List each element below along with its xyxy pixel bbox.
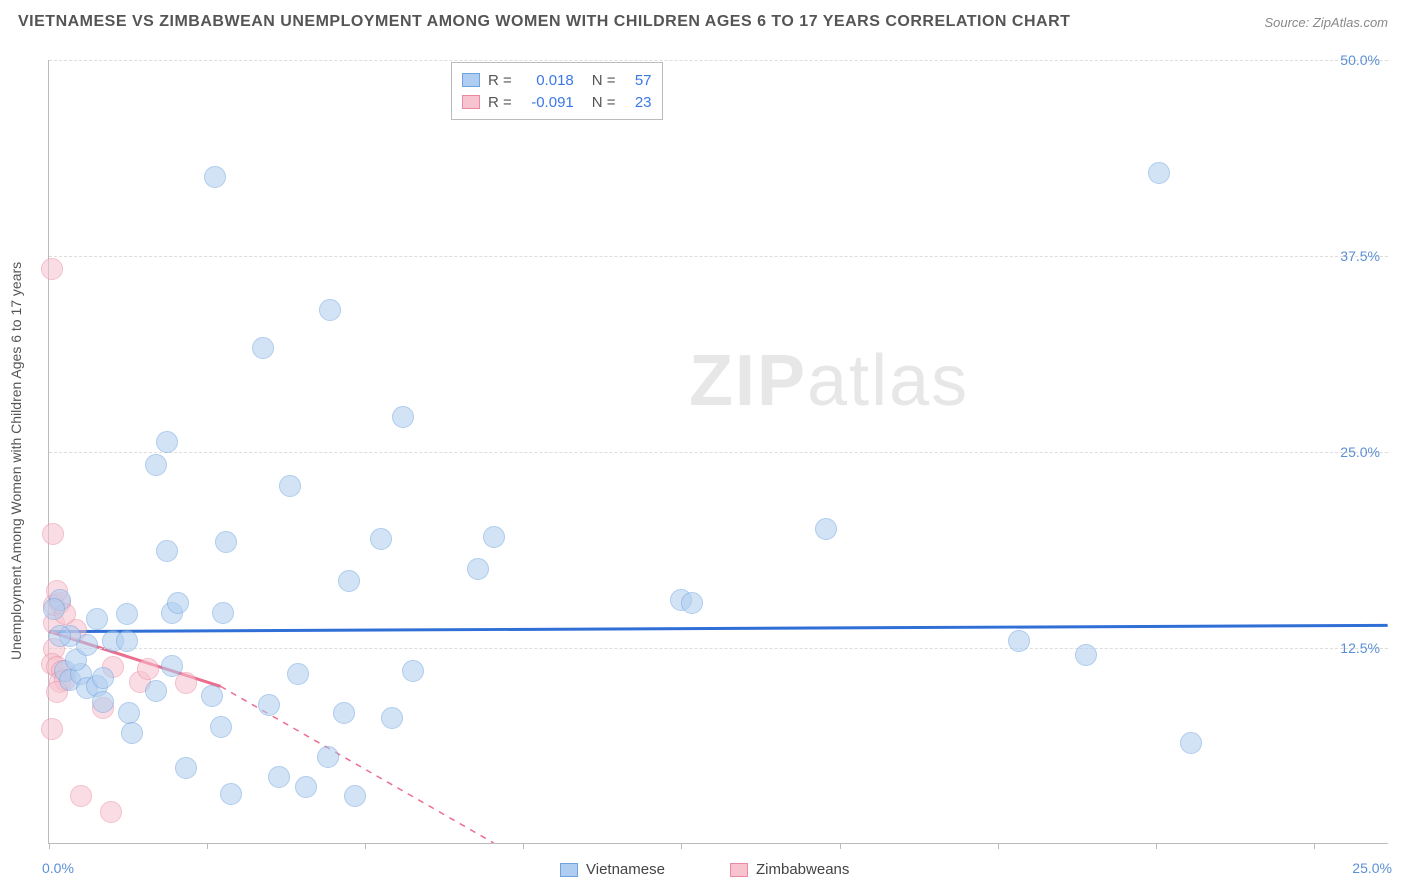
point-vietnamese [1008, 630, 1030, 652]
gridline [49, 648, 1388, 649]
x-tick [365, 843, 366, 849]
r-label: R = [488, 72, 512, 89]
stats-row: R = -0.091 N = 23 [462, 91, 652, 113]
point-vietnamese [220, 783, 242, 805]
x-tick [998, 843, 999, 849]
n-value: 57 [624, 72, 652, 89]
y-tick-label: 50.0% [1340, 52, 1380, 68]
x-tick [1314, 843, 1315, 849]
point-vietnamese [344, 785, 366, 807]
y-tick-label: 12.5% [1340, 640, 1380, 656]
correlation-stats-box: R = 0.018 N = 57 R = -0.091 N = 23 [451, 62, 663, 120]
x-tick [840, 843, 841, 849]
point-vietnamese [92, 691, 114, 713]
point-vietnamese [467, 558, 489, 580]
point-vietnamese [815, 518, 837, 540]
source-label: Source: ZipAtlas.com [1264, 15, 1388, 30]
watermark: ZIPatlas [689, 340, 969, 422]
point-vietnamese [483, 526, 505, 548]
point-vietnamese [116, 630, 138, 652]
point-vietnamese [92, 667, 114, 689]
x-tick [1156, 843, 1157, 849]
point-vietnamese [317, 746, 339, 768]
point-vietnamese [402, 660, 424, 682]
x-axis-min-label: 0.0% [42, 860, 74, 876]
y-tick-label: 37.5% [1340, 248, 1380, 264]
point-vietnamese [279, 475, 301, 497]
point-vietnamese [175, 757, 197, 779]
point-vietnamese [319, 299, 341, 321]
point-vietnamese [370, 528, 392, 550]
point-vietnamese [145, 454, 167, 476]
n-label: N = [592, 94, 616, 111]
r-value: 0.018 [520, 72, 574, 89]
point-vietnamese [118, 702, 140, 724]
point-zimbabwean [70, 785, 92, 807]
point-vietnamese [381, 707, 403, 729]
point-vietnamese [116, 603, 138, 625]
gridline [49, 452, 1388, 453]
point-vietnamese [145, 680, 167, 702]
point-vietnamese [1075, 644, 1097, 666]
point-zimbabwean [42, 523, 64, 545]
chart-title: VIETNAMESE VS ZIMBABWEAN UNEMPLOYMENT AM… [18, 13, 1070, 31]
legend-label: Vietnamese [586, 861, 665, 878]
gridline [49, 60, 1388, 61]
legend-swatch [462, 73, 480, 87]
x-tick [681, 843, 682, 849]
x-tick [49, 843, 50, 849]
point-zimbabwean [100, 801, 122, 823]
gridline [49, 256, 1388, 257]
point-zimbabwean [41, 258, 63, 280]
point-vietnamese [333, 702, 355, 724]
point-vietnamese [201, 685, 223, 707]
point-zimbabwean [137, 658, 159, 680]
n-label: N = [592, 72, 616, 89]
point-vietnamese [43, 598, 65, 620]
x-tick [207, 843, 208, 849]
point-vietnamese [161, 655, 183, 677]
point-vietnamese [204, 166, 226, 188]
point-vietnamese [156, 431, 178, 453]
point-vietnamese [1148, 162, 1170, 184]
legend-item: Vietnamese [560, 861, 665, 878]
point-vietnamese [268, 766, 290, 788]
n-value: 23 [624, 94, 652, 111]
point-vietnamese [287, 663, 309, 685]
point-vietnamese [121, 722, 143, 744]
point-vietnamese [295, 776, 317, 798]
legend-item: Zimbabweans [730, 861, 849, 878]
point-vietnamese [49, 625, 71, 647]
x-axis-max-label: 25.0% [1352, 860, 1392, 876]
point-vietnamese [338, 570, 360, 592]
point-vietnamese [258, 694, 280, 716]
r-value: -0.091 [520, 94, 574, 111]
legend-label: Zimbabweans [756, 861, 849, 878]
legend-swatch [730, 863, 748, 877]
x-tick [523, 843, 524, 849]
chart-plot-area: ZIPatlas R = 0.018 N = 57 R = -0.091 N = 23 12.… [48, 60, 1388, 844]
y-axis-label: Unemployment Among Women with Children A… [8, 262, 24, 660]
legend-swatch [560, 863, 578, 877]
point-vietnamese [86, 608, 108, 630]
point-zimbabwean [41, 718, 63, 740]
y-tick-label: 25.0% [1340, 444, 1380, 460]
point-vietnamese [1180, 732, 1202, 754]
point-zimbabwean [175, 672, 197, 694]
r-label: R = [488, 94, 512, 111]
legend-swatch [462, 95, 480, 109]
point-vietnamese [210, 716, 232, 738]
point-vietnamese [212, 602, 234, 624]
point-vietnamese [215, 531, 237, 553]
point-vietnamese [167, 592, 189, 614]
point-vietnamese [681, 592, 703, 614]
point-vietnamese [252, 337, 274, 359]
stats-row: R = 0.018 N = 57 [462, 69, 652, 91]
point-vietnamese [156, 540, 178, 562]
point-vietnamese [392, 406, 414, 428]
